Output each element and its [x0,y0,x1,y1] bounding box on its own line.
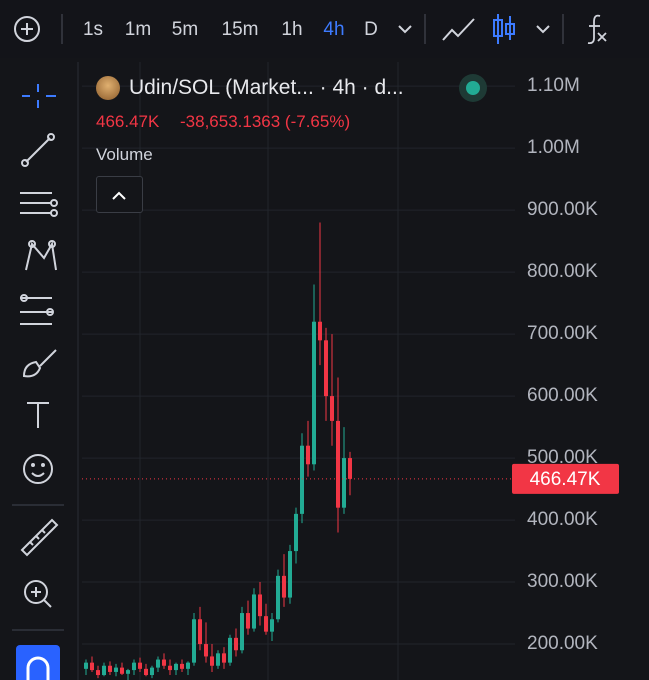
zoom-tool[interactable] [24,580,52,608]
y-tick-label: 900.00K [527,199,598,220]
candle-body [240,613,244,651]
y-tick-label: 1.10M [527,75,580,96]
chart-type-dropdown[interactable] [536,25,550,34]
candle-body [114,667,118,672]
candle-body [204,644,208,657]
interval-button[interactable]: 1h [281,19,302,40]
candle-body [336,420,340,508]
candle-body [144,668,148,676]
candle-body [138,662,142,669]
interval-dropdown[interactable] [398,25,412,34]
candle-body [132,662,136,671]
y-tick-label: 1.00M [527,137,580,158]
candle-body [198,619,202,645]
y-tick-label: 400.00K [527,509,598,530]
legend-avatar [96,76,120,100]
status-dot [459,74,487,102]
candle-body [216,653,220,666]
candle-body [312,321,316,465]
candle-body [192,619,196,663]
fib-tool[interactable] [20,192,58,217]
y-tick-label: 300.00K [527,571,598,592]
candle-body [126,670,130,674]
y-tick-label: 700.00K [527,323,598,344]
candle-body [120,667,124,674]
trendline-tool[interactable] [21,133,55,167]
candle-body [276,575,280,620]
legend-price: 466.47K [96,112,160,131]
candle-body [258,594,262,617]
interval-button[interactable]: 4h [323,19,344,40]
collapse-icon [112,191,126,200]
last-price-tag [512,463,619,494]
candle-body [294,513,298,552]
candle-body [234,637,238,651]
collapse-button[interactable] [96,176,143,213]
candle-body [264,616,268,632]
interval-button[interactable]: D [364,19,378,40]
y-tick-label: 600.00K [527,385,598,406]
ruler-tool[interactable] [20,518,59,557]
candle-body [342,458,346,508]
interval-button[interactable]: 1s [83,19,103,40]
interval-button[interactable]: 5m [172,19,198,40]
y-tick-label: 200.00K [527,633,598,654]
candle-body [84,662,88,669]
vertical-grid [139,62,399,680]
candle-body [282,575,286,598]
candle-body [228,637,232,663]
candle-body [102,665,106,676]
candle-body [150,667,154,676]
text-tool[interactable] [27,402,49,428]
interval-button[interactable]: 1m [125,19,151,40]
candle-body [252,594,256,629]
pattern-tool[interactable] [25,240,57,271]
line-chart-button[interactable] [442,18,475,41]
candle-body [288,551,292,598]
candle-body [174,663,178,671]
volume-label: Volume [96,145,153,164]
candle-body [246,613,250,629]
candle-chart-button[interactable] [493,14,515,44]
last-price-label: 466.47K [530,469,601,490]
emoji-tool[interactable] [23,454,53,484]
candle-body [300,445,304,514]
candle-body [306,445,310,465]
candle-body [324,340,328,397]
candle-body [90,662,94,671]
brush-tool[interactable] [22,349,57,378]
legend-change: -38,653.1363 (-7.65%) [180,112,351,131]
candle-body [210,656,214,666]
candle-body [330,396,334,421]
y-tick-label: 500.00K [527,447,598,468]
candle-body [162,659,166,666]
magnet-tool[interactable] [16,645,60,680]
symbol-title[interactable]: Udin/SOL (Market... · 4h · d... [129,76,404,99]
y-tick-label: 800.00K [527,261,598,282]
candle-body [156,659,160,668]
interval-button[interactable]: 15m [222,19,259,40]
candle-body [180,663,184,669]
candle-body [186,662,190,669]
candle-body [318,321,322,341]
projection-tool[interactable] [20,294,54,325]
candle-body [222,653,226,663]
crosshair-tool[interactable] [22,84,56,108]
candle-body [96,670,100,676]
candle-body [108,665,112,672]
candle-body [348,458,352,479]
indicators-button[interactable] [587,14,607,45]
add-button[interactable] [14,16,40,42]
candle-body [270,619,274,632]
candle-body [168,665,172,671]
